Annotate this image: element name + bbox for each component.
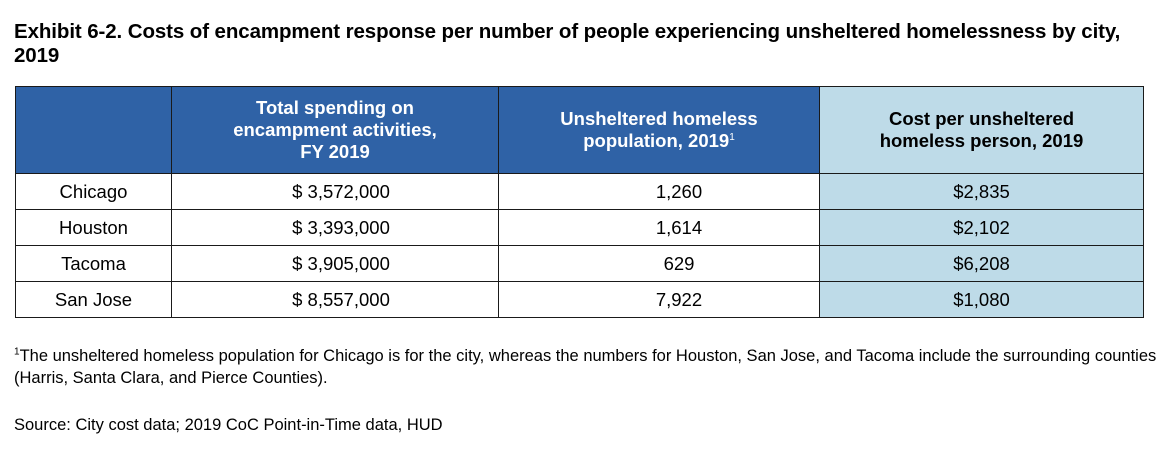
header-cost-line1: Cost per unsheltered bbox=[888, 108, 1075, 129]
spending-cell: $ 3,905,000 bbox=[171, 245, 499, 282]
header-population-line1: Unsheltered homeless bbox=[560, 108, 758, 129]
header-spending-line1: Total spending on bbox=[256, 97, 414, 118]
header-footnote-marker: 1 bbox=[729, 131, 735, 143]
footnote: 1The unsheltered homeless population for… bbox=[14, 345, 1164, 389]
header-total-spending: Total spending on encampment activities,… bbox=[171, 86, 499, 174]
city-cell: San Jose bbox=[15, 281, 172, 318]
cost-cell: $6,208 bbox=[819, 245, 1144, 282]
header-population-line2: population, 2019 bbox=[583, 130, 730, 151]
population-cell: 1,614 bbox=[498, 209, 820, 246]
source-note: Source: City cost data; 2019 CoC Point-i… bbox=[14, 416, 443, 434]
header-city bbox=[15, 86, 172, 174]
table-row: Chicago $ 3,572,000 1,260 $2,835 bbox=[15, 173, 1144, 210]
table-row: Tacoma $ 3,905,000 629 $6,208 bbox=[15, 245, 1144, 282]
population-cell: 7,922 bbox=[498, 281, 820, 318]
spending-cell: $ 3,572,000 bbox=[171, 173, 499, 210]
table-row: Houston $ 3,393,000 1,614 $2,102 bbox=[15, 209, 1144, 246]
footnote-text: The unsheltered homeless population for … bbox=[14, 347, 1157, 387]
table-header-row: Total spending on encampment activities,… bbox=[15, 86, 1144, 174]
header-spending-line3: FY 2019 bbox=[300, 141, 370, 162]
city-cell: Chicago bbox=[15, 173, 172, 210]
population-cell: 629 bbox=[498, 245, 820, 282]
header-spending-line2: encampment activities, bbox=[233, 119, 437, 140]
cost-cell: $2,835 bbox=[819, 173, 1144, 210]
cost-table: Total spending on encampment activities,… bbox=[15, 86, 1144, 318]
population-cell: 1,260 bbox=[498, 173, 820, 210]
spending-cell: $ 3,393,000 bbox=[171, 209, 499, 246]
exhibit-title: Exhibit 6-2. Costs of encampment respons… bbox=[14, 20, 1121, 67]
spending-cell: $ 8,557,000 bbox=[171, 281, 499, 318]
city-cell: Tacoma bbox=[15, 245, 172, 282]
header-cost-line2: homeless person, 2019 bbox=[879, 130, 1084, 151]
cost-cell: $1,080 bbox=[819, 281, 1144, 318]
header-cost-per-person: Cost per unsheltered homeless person, 20… bbox=[819, 86, 1144, 174]
cost-cell: $2,102 bbox=[819, 209, 1144, 246]
city-cell: Houston bbox=[15, 209, 172, 246]
table-row: San Jose $ 8,557,000 7,922 $1,080 bbox=[15, 281, 1144, 318]
header-unsheltered-population: Unsheltered homeless population, 20191 bbox=[498, 86, 820, 174]
footnote-marker: 1 bbox=[14, 346, 20, 358]
